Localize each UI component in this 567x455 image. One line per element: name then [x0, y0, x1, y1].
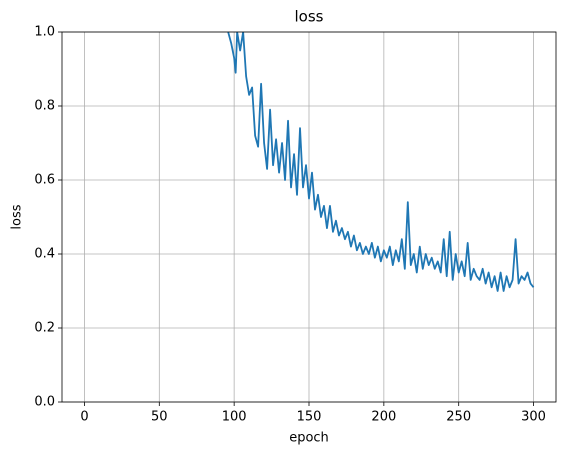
y-tick-label: 0.0	[34, 395, 55, 410]
y-tick-label: 0.8	[34, 99, 55, 114]
x-tick-label: 0	[80, 410, 88, 425]
data-line	[227, 32, 535, 292]
x-tick-label: 250	[446, 410, 471, 425]
y-tick-label: 0.2	[34, 321, 55, 336]
y-axis-label: loss	[10, 204, 25, 229]
x-axis-label: epoch	[289, 431, 329, 446]
x-tick-label: 150	[297, 410, 322, 425]
y-tick-label: 1.0	[34, 25, 55, 40]
x-tick-label: 100	[222, 410, 247, 425]
x-tick-label: 200	[371, 410, 396, 425]
x-tick-label: 50	[151, 410, 168, 425]
plot-frame	[61, 31, 557, 403]
y-tick-label: 0.4	[34, 247, 55, 262]
x-tick-label: 300	[521, 410, 546, 425]
chart-title: loss	[295, 8, 324, 26]
y-tick-label: 0.6	[34, 173, 55, 188]
